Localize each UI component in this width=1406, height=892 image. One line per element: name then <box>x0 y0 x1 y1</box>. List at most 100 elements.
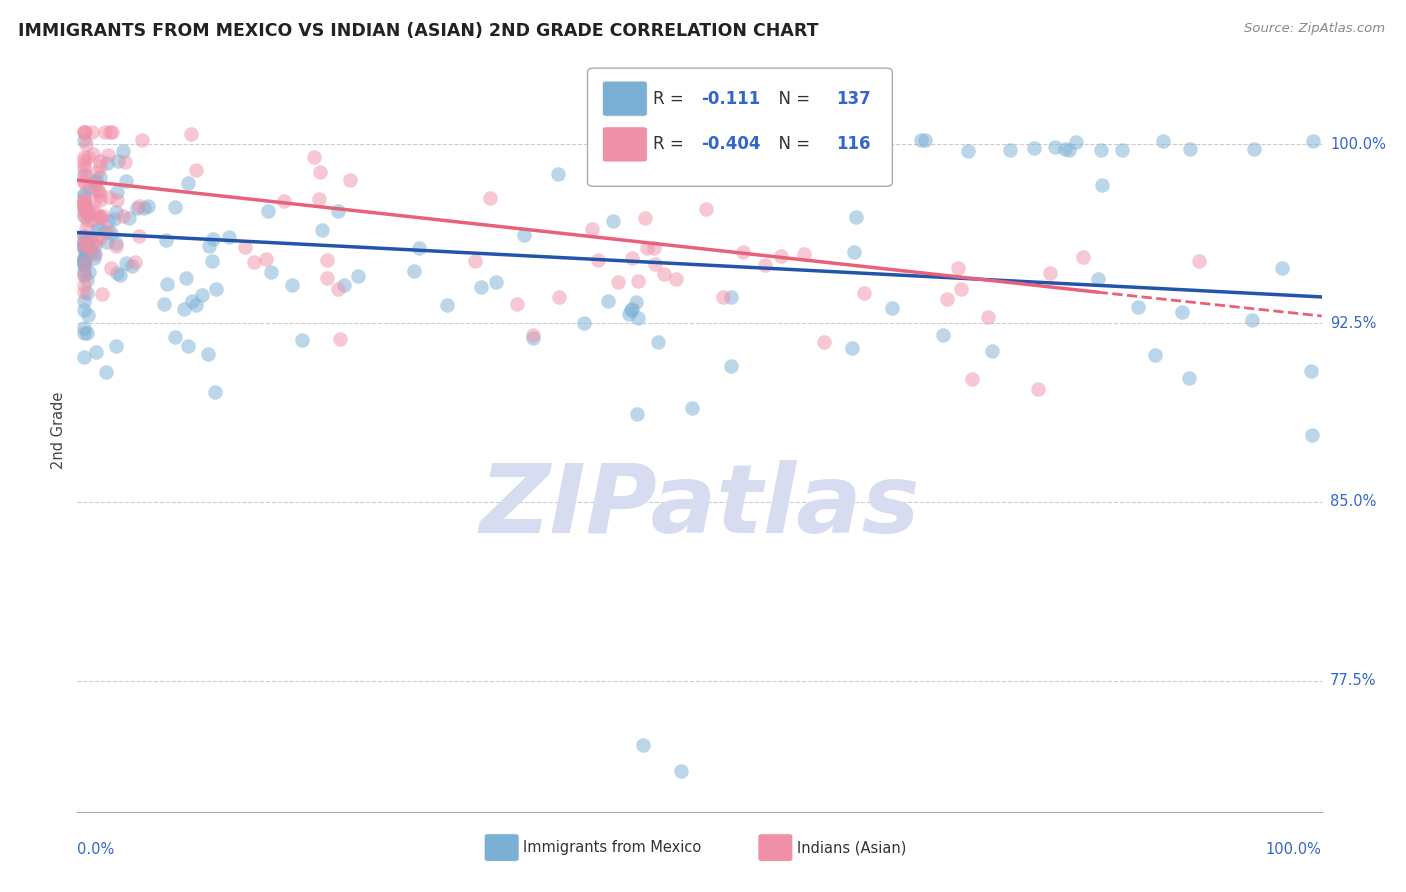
Point <box>80 235 103 250</box>
Point <box>998 143 1021 157</box>
Point <box>308 192 330 206</box>
Point <box>880 301 903 316</box>
Point <box>97 223 120 237</box>
Point <box>75 203 97 218</box>
FancyBboxPatch shape <box>602 81 647 116</box>
Point <box>935 292 957 306</box>
Point <box>624 294 647 309</box>
Point <box>793 247 815 261</box>
Point <box>946 261 969 276</box>
Point <box>114 154 136 169</box>
Point <box>1091 178 1114 192</box>
Point <box>73 236 96 251</box>
Point <box>333 278 356 293</box>
Point <box>79 231 101 245</box>
Point <box>813 335 835 350</box>
Point <box>547 167 569 181</box>
Point <box>83 205 105 219</box>
Point <box>72 268 94 282</box>
Point <box>180 293 202 308</box>
Point <box>76 326 98 340</box>
Point <box>75 247 97 261</box>
Point <box>72 158 94 172</box>
Point <box>77 201 100 215</box>
Point <box>254 252 277 266</box>
Text: 116: 116 <box>837 136 870 153</box>
Point <box>768 138 790 153</box>
Point <box>86 222 108 236</box>
Point <box>72 264 94 278</box>
Point <box>1188 254 1211 268</box>
Point <box>1243 142 1265 156</box>
Point <box>731 244 754 259</box>
Point <box>77 206 100 220</box>
Point <box>308 165 330 179</box>
Point <box>1066 135 1088 149</box>
Text: Immigrants from Mexico: Immigrants from Mexico <box>523 840 702 855</box>
Point <box>586 253 609 268</box>
Point <box>865 139 887 153</box>
Point <box>76 285 98 300</box>
Point <box>100 260 122 275</box>
Point <box>72 285 94 299</box>
Point <box>620 303 643 318</box>
Point <box>627 311 650 326</box>
Point <box>619 307 641 321</box>
Point <box>981 344 1004 359</box>
Point <box>634 211 657 225</box>
Point <box>97 148 120 162</box>
Point <box>90 287 112 301</box>
Point <box>131 133 153 147</box>
Point <box>1043 140 1066 154</box>
Point <box>328 282 350 296</box>
Point <box>72 210 94 224</box>
Point <box>404 264 426 278</box>
Point <box>96 365 118 379</box>
Point <box>339 173 361 187</box>
Point <box>97 214 120 228</box>
Point <box>72 237 94 252</box>
Point <box>108 268 131 282</box>
Point <box>76 234 98 248</box>
Point <box>118 211 141 225</box>
Point <box>96 155 118 169</box>
Point <box>73 126 96 140</box>
Point <box>107 153 129 168</box>
FancyBboxPatch shape <box>758 834 793 862</box>
Point <box>273 194 295 209</box>
Text: ZIPatlas: ZIPatlas <box>479 460 920 553</box>
Text: -0.111: -0.111 <box>700 89 761 108</box>
Point <box>184 162 207 177</box>
Point <box>72 241 94 255</box>
Point <box>76 241 98 255</box>
Point <box>976 310 998 325</box>
Point <box>84 173 107 187</box>
Point <box>72 126 94 140</box>
Point <box>101 126 124 140</box>
Point <box>105 339 128 353</box>
Point <box>665 272 688 286</box>
Point <box>72 162 94 177</box>
Point <box>233 240 256 254</box>
Point <box>72 241 94 255</box>
Point <box>72 126 94 140</box>
Point <box>191 288 214 302</box>
Point <box>89 210 111 224</box>
Point <box>304 150 326 164</box>
Point <box>87 220 110 235</box>
Text: IMMIGRANTS FROM MEXICO VS INDIAN (ASIAN) 2ND GRADE CORRELATION CHART: IMMIGRANTS FROM MEXICO VS INDIAN (ASIAN)… <box>18 22 818 40</box>
Point <box>1111 143 1133 157</box>
Point <box>174 271 197 285</box>
Point <box>652 267 675 281</box>
Point <box>643 241 665 255</box>
Point <box>165 329 187 343</box>
Point <box>111 209 134 223</box>
Point <box>311 223 333 237</box>
Point <box>720 359 742 373</box>
Point <box>845 210 868 224</box>
Point <box>75 136 97 151</box>
Point <box>93 225 115 239</box>
Point <box>1144 348 1167 362</box>
Point <box>513 227 536 242</box>
Point <box>711 290 734 304</box>
